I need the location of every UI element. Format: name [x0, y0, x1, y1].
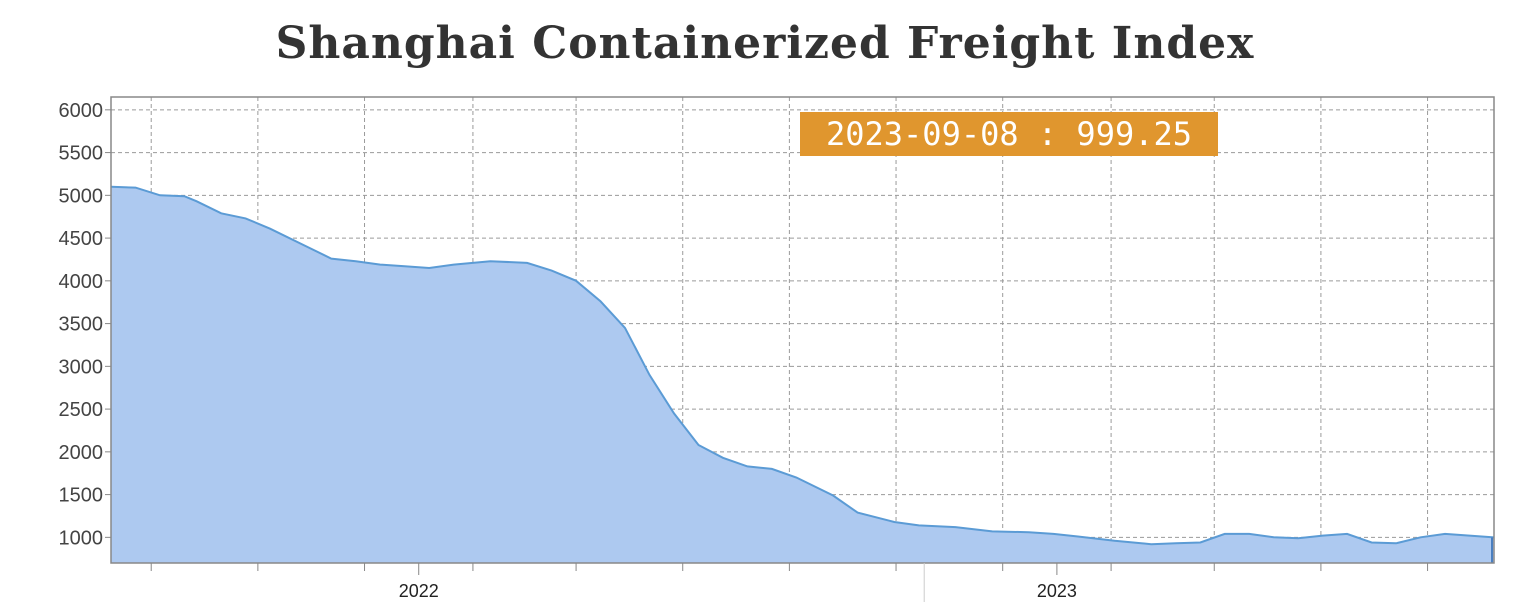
- series-area-fill: [111, 186, 1494, 564]
- y-tick-label: 1500: [59, 485, 104, 507]
- y-tick-label: 4500: [59, 228, 104, 250]
- y-tick-label: 2500: [59, 399, 104, 421]
- y-tick-label: 3500: [59, 314, 104, 336]
- x-tick-label: 2022: [399, 581, 439, 601]
- x-tick-label: 2023: [1037, 581, 1077, 601]
- axes: 1000 1500 2000 2500 3000 3500 4000 4500 5000 5500…: [59, 100, 1429, 602]
- y-tick-label: 5500: [59, 143, 104, 165]
- plot-frame: [110, 96, 1495, 564]
- y-tick-label: 6000: [59, 100, 104, 122]
- y-tick-label: 4000: [59, 271, 104, 293]
- y-tick-label: 5000: [59, 185, 104, 207]
- y-tick-label: 2000: [59, 442, 104, 464]
- y-tick-label: 3000: [59, 356, 104, 378]
- chart-title: Shanghai Containerized Freight Index: [275, 18, 1255, 69]
- series-area: [110, 185, 1495, 564]
- tooltip-label: 2023-09-08 : 999.25: [800, 112, 1218, 156]
- y-tick-label: 1000: [59, 527, 104, 549]
